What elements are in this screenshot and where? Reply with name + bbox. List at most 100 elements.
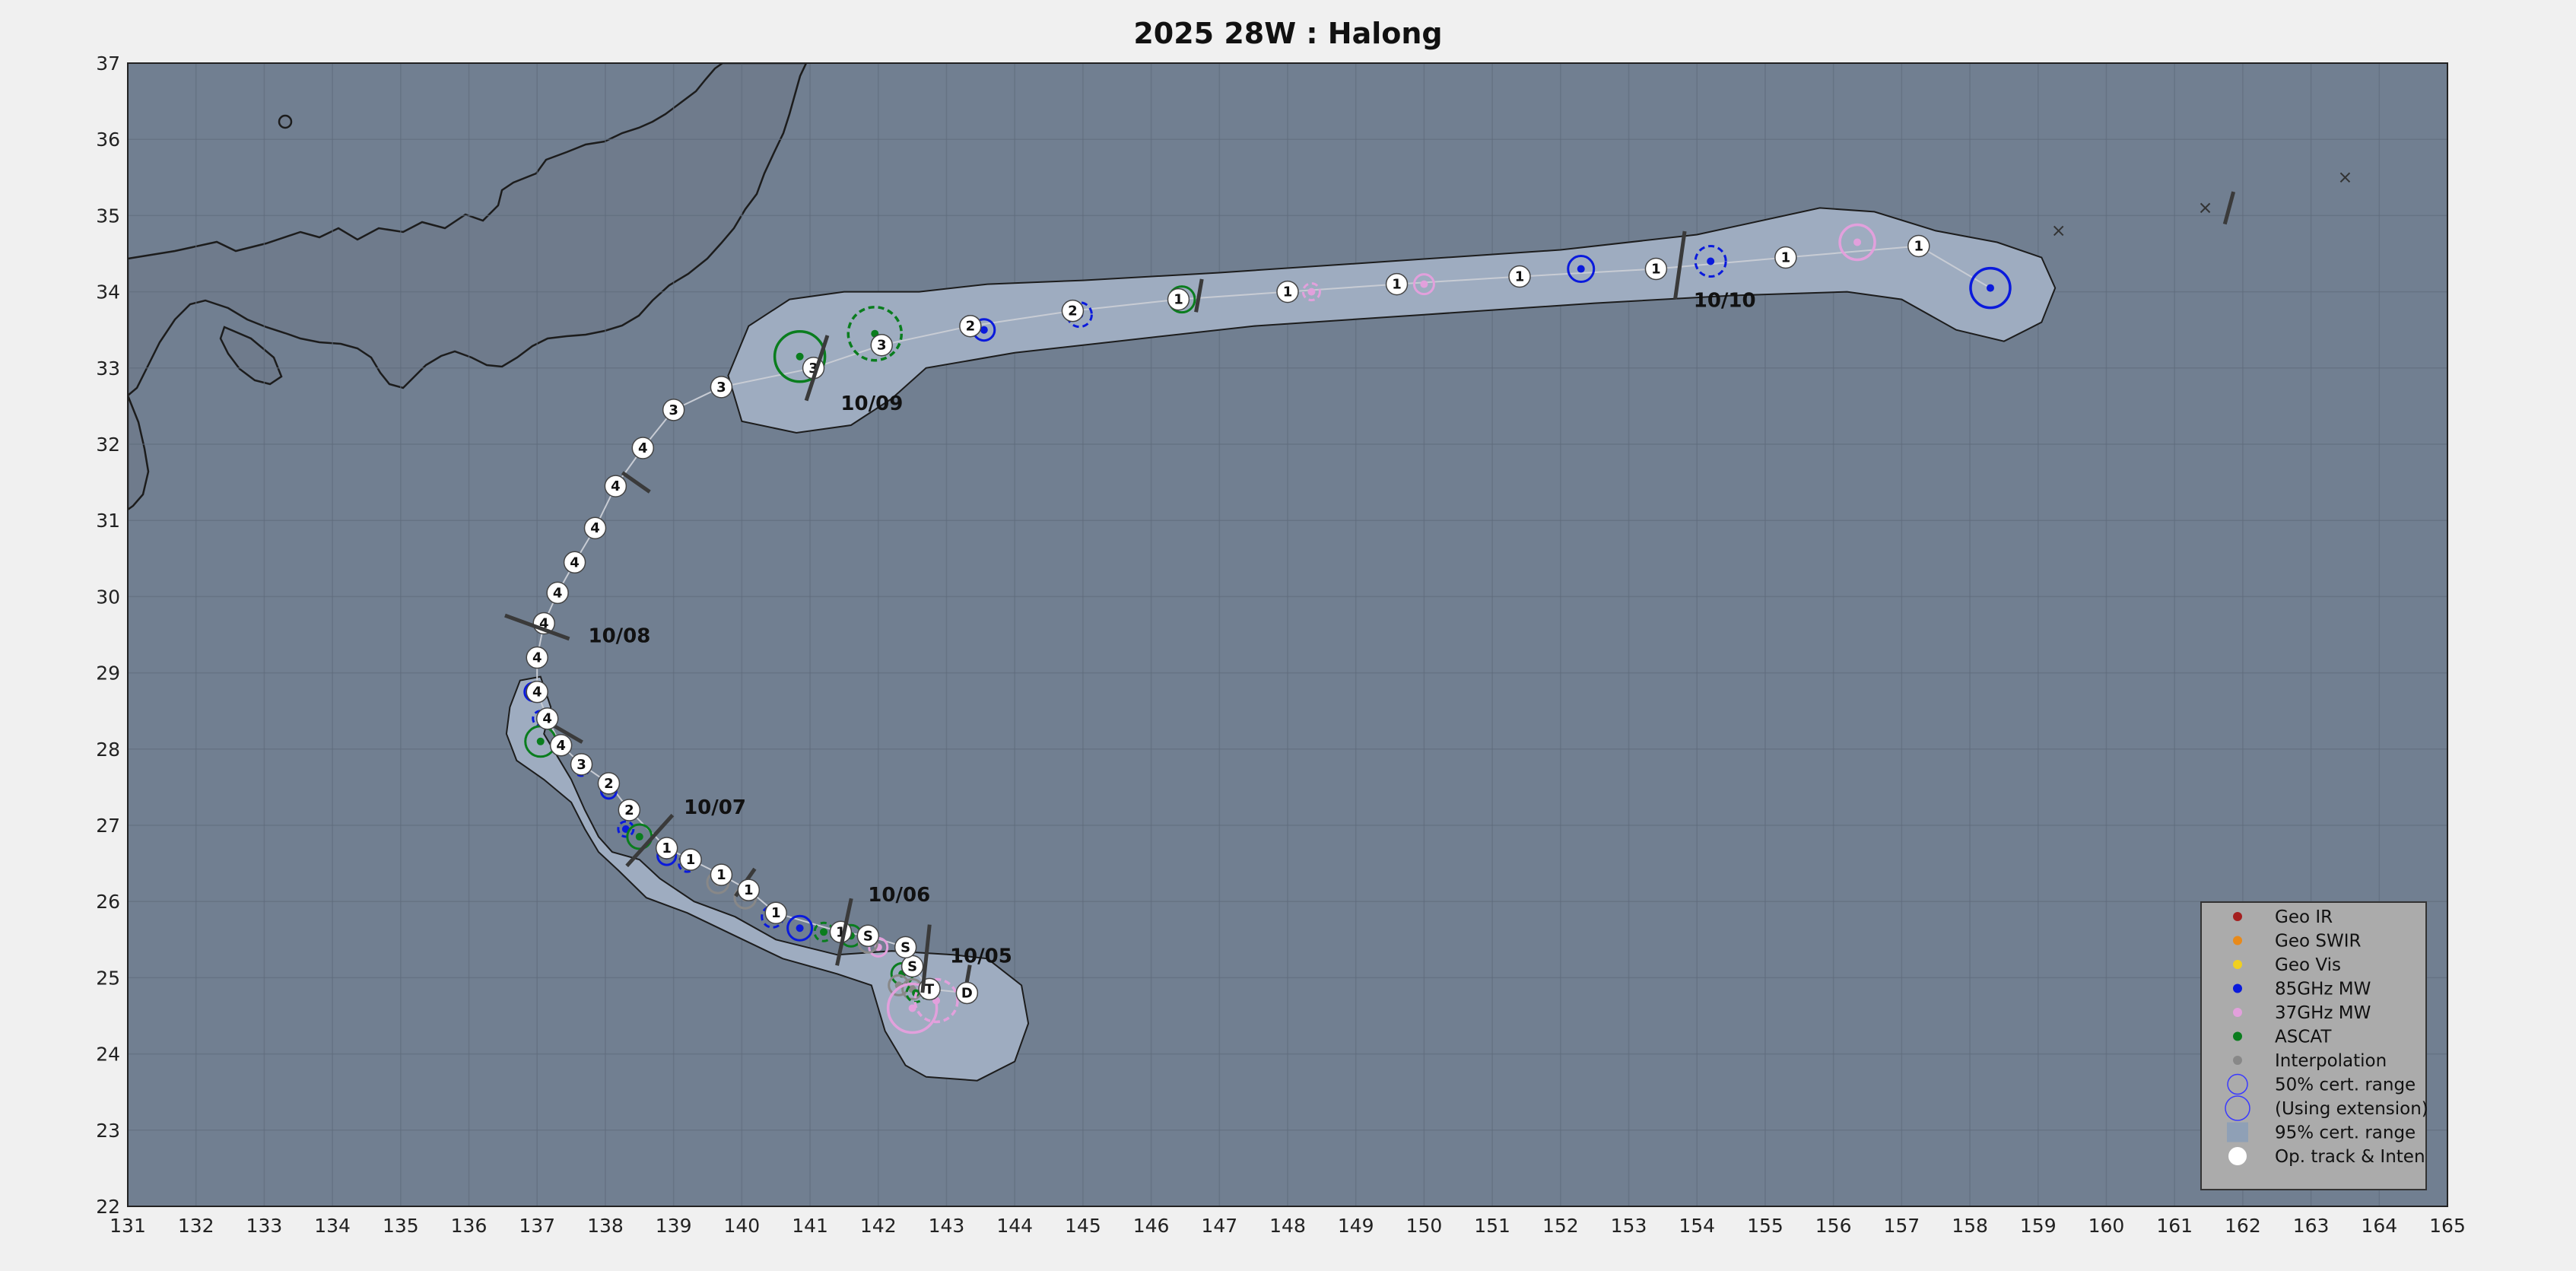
y-tick-label: 22 — [96, 1196, 120, 1218]
op-track-marker — [597, 772, 621, 795]
x-tick-label: 151 — [1474, 1215, 1510, 1237]
x-tick-label: 148 — [1269, 1215, 1306, 1237]
x-tick-label: 154 — [1679, 1215, 1715, 1237]
op-track-marker — [662, 399, 685, 421]
fix-circle-mw37 — [1838, 223, 1876, 262]
fix-dot-mw37 — [1853, 238, 1862, 246]
x-tick-label: 164 — [2361, 1215, 2397, 1237]
op-track-intensity-label: 1 — [1515, 269, 1525, 285]
x-tick-label: 135 — [383, 1215, 419, 1237]
legend-label: Interpolation — [2275, 1051, 2387, 1071]
x-tick-label: 140 — [723, 1215, 760, 1237]
op-track-marker — [1167, 288, 1190, 311]
legend-label: 50% cert. range — [2275, 1076, 2416, 1095]
y-tick-label: 37 — [96, 52, 120, 75]
op-track-intensity-label: 4 — [553, 585, 563, 601]
x-tick-label: 139 — [656, 1215, 692, 1237]
op-track-intensity-label: T — [925, 981, 935, 997]
op-track-intensity-label: 1 — [771, 905, 781, 921]
op-track-intensity-label: 1 — [662, 840, 672, 856]
legend-marker — [2227, 1122, 2248, 1142]
fix-circle-mw37 — [913, 977, 959, 1024]
op-track-intensity-label: 2 — [624, 802, 634, 818]
op-track-marker — [618, 799, 641, 821]
op-track-marker — [526, 680, 548, 704]
legend-label: Geo Vis — [2275, 955, 2341, 975]
chart-title: 2025 28W : Halong — [1133, 17, 1443, 50]
legend-marker — [2225, 1095, 2250, 1121]
x-tick-label: 133 — [246, 1215, 283, 1237]
x-tick-label: 152 — [1542, 1215, 1579, 1237]
op-track-intensity-label: 4 — [532, 685, 542, 701]
op-track-marker — [546, 581, 569, 605]
op-track-marker — [894, 936, 917, 959]
y-tick-label: 33 — [96, 357, 120, 380]
legend-marker — [2233, 983, 2242, 993]
y-tick-label: 34 — [96, 281, 120, 303]
y-tick-label: 36 — [96, 129, 120, 151]
land-japan — [128, 63, 808, 511]
op-track-intensity-label: 1 — [1781, 250, 1791, 266]
date-label: 10/08 — [589, 625, 651, 648]
legend-marker — [2233, 960, 2242, 969]
x-tick-label: 136 — [451, 1215, 488, 1237]
date-marker-line — [625, 813, 675, 868]
y-tick-label: 32 — [96, 434, 120, 456]
extension-point-marker — [2053, 225, 2064, 237]
day-tick-mark — [621, 471, 651, 494]
date-marker-line — [504, 613, 570, 641]
plot-frame — [127, 62, 2448, 1207]
op-track-intensity-label: 1 — [744, 882, 754, 898]
op-track-intensity-label: 4 — [570, 554, 580, 570]
date-marker-line — [1673, 230, 1687, 300]
fix-circle-mw85 — [786, 914, 814, 942]
x-tick-label: 147 — [1201, 1215, 1237, 1237]
op-track-intensity-label: 4 — [532, 650, 542, 666]
op-track-intensity-label: S — [863, 928, 873, 944]
op-track-marker — [710, 863, 733, 886]
op-track-intensity-label: 4 — [590, 520, 600, 536]
fix-dot-mw85 — [980, 326, 988, 334]
y-tick-label: 29 — [96, 663, 120, 685]
fix-dot-ascat — [635, 833, 643, 841]
legend-marker — [2233, 1008, 2242, 1017]
fix-dot-mw37 — [1420, 280, 1428, 288]
legend-item: (Using extension) — [2225, 1095, 2428, 1121]
x-tick-label: 141 — [792, 1215, 828, 1237]
legend-item: 37GHz MW — [2233, 1003, 2371, 1023]
x-tick-label: 165 — [2429, 1215, 2466, 1237]
fix-circle-mw85 — [1567, 255, 1596, 284]
op-track-intensity-label: D — [961, 985, 973, 1001]
x-tick-label: 159 — [2020, 1215, 2057, 1237]
op-track-marker — [1774, 246, 1797, 269]
fix-circle-mw85 — [1066, 301, 1093, 329]
legend-marker — [2233, 936, 2242, 945]
legend-item: Geo SWIR — [2233, 932, 2361, 952]
x-tick-label: 137 — [519, 1215, 555, 1237]
legend-item: Interpolation — [2233, 1051, 2387, 1071]
y-tick-label: 24 — [96, 1044, 120, 1066]
date-label: 10/07 — [684, 796, 746, 819]
legend-item: Geo Vis — [2233, 955, 2341, 975]
y-tick-label: 28 — [96, 739, 120, 761]
legend-label: 95% cert. range — [2275, 1123, 2416, 1143]
y-tick-label: 27 — [96, 815, 120, 837]
date-label: 10/09 — [840, 392, 903, 415]
x-tick-label: 163 — [2293, 1215, 2330, 1237]
y-tick-label: 30 — [96, 586, 120, 608]
op-track-marker — [563, 551, 586, 574]
op-track-intensity-label: 1 — [1651, 262, 1661, 278]
fix-circle-ascat — [846, 305, 904, 362]
x-tick-label: 161 — [2156, 1215, 2193, 1237]
extension-point-marker — [2339, 172, 2351, 183]
date-label: 10/06 — [868, 884, 930, 907]
legend-item: 50% cert. range — [2227, 1073, 2416, 1095]
op-track-marker — [570, 753, 593, 776]
fix-circle-ascat — [773, 330, 827, 383]
op-track-marker — [526, 646, 548, 669]
x-tick-label: 132 — [178, 1215, 214, 1237]
op-track-intensity-label: 1 — [1392, 277, 1402, 293]
fix-circle-mw37 — [1412, 273, 1435, 296]
op-track-marker — [549, 734, 573, 757]
